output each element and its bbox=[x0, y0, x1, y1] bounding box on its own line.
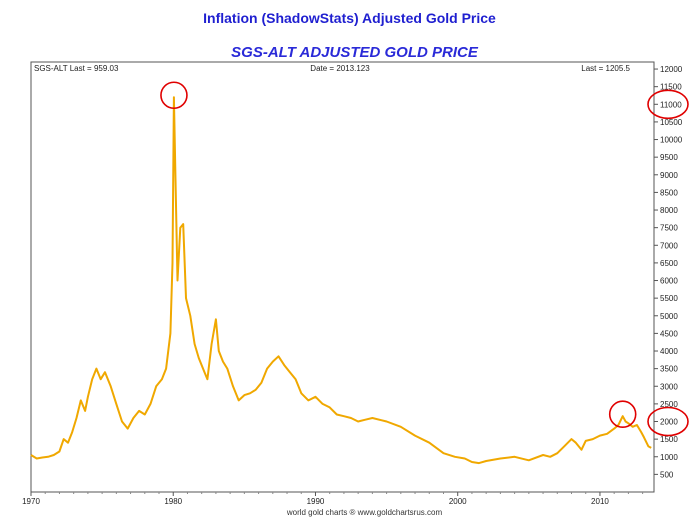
annotations-layer bbox=[160, 81, 689, 437]
page-title: Inflation (ShadowStats) Adjusted Gold Pr… bbox=[203, 10, 496, 26]
y-tick-label: 10000 bbox=[660, 136, 683, 145]
y-tick-label: 12000 bbox=[660, 65, 683, 74]
y-tick-label: 1500 bbox=[660, 435, 678, 444]
x-tick-label: 1980 bbox=[164, 497, 182, 506]
x-tick-label: 2000 bbox=[449, 497, 467, 506]
axis-highlight-ellipse bbox=[647, 406, 689, 437]
header-center: Date = 2013.123 bbox=[310, 64, 370, 73]
chart-title: SGS-ALT ADJUSTED GOLD PRICE bbox=[231, 44, 478, 61]
y-tick-label: 500 bbox=[660, 470, 674, 479]
y-tick-label: 2000 bbox=[660, 418, 678, 427]
y-tick-label: 7000 bbox=[660, 241, 678, 250]
header-right: Last = 1205.5 bbox=[581, 64, 630, 73]
x-tick-label: 2010 bbox=[591, 497, 609, 506]
y-tick-label: 11000 bbox=[660, 100, 682, 109]
y-tick-label: 4500 bbox=[660, 329, 678, 338]
plot-frame bbox=[30, 61, 655, 493]
series-line bbox=[30, 96, 652, 465]
x-axis: 1970 1980 1990 2000 2010 bbox=[22, 492, 644, 506]
header-left: SGS-ALT Last = 959.03 bbox=[34, 64, 119, 73]
y-tick-label: 6000 bbox=[660, 277, 678, 286]
y-tick-label: 8000 bbox=[660, 206, 678, 215]
x-tick-label: 1990 bbox=[307, 497, 325, 506]
axis-highlight-ellipse bbox=[647, 89, 689, 120]
y-tick-label: 8500 bbox=[660, 188, 678, 197]
y-tick-label: 7500 bbox=[660, 224, 678, 233]
y-tick-label: 3500 bbox=[660, 365, 678, 374]
y-tick-label: 10500 bbox=[660, 118, 683, 127]
series-layer bbox=[30, 96, 652, 465]
y-tick-label: 9000 bbox=[660, 171, 678, 180]
y-tick-label: 5000 bbox=[660, 312, 678, 321]
y-tick-label: 2500 bbox=[660, 400, 678, 409]
y-tick-label: 5500 bbox=[660, 294, 678, 303]
y-tick-label: 11500 bbox=[660, 83, 682, 92]
highlight-circle bbox=[608, 400, 637, 429]
y-tick-label: 4000 bbox=[660, 347, 678, 356]
y-tick-label: 9500 bbox=[660, 153, 678, 162]
y-axis: 500 1000 1500 2000 2500 3000 3500 4000 4500 5000 5… bbox=[654, 65, 683, 479]
highlight-circle bbox=[160, 81, 188, 110]
y-tick-label: 3000 bbox=[660, 382, 678, 391]
y-tick-label: 6500 bbox=[660, 259, 678, 268]
x-tick-label: 1970 bbox=[22, 497, 40, 506]
y-tick-label: 1000 bbox=[660, 453, 678, 462]
chart-credit: world gold charts ® www.goldchartsrus.co… bbox=[286, 508, 443, 517]
